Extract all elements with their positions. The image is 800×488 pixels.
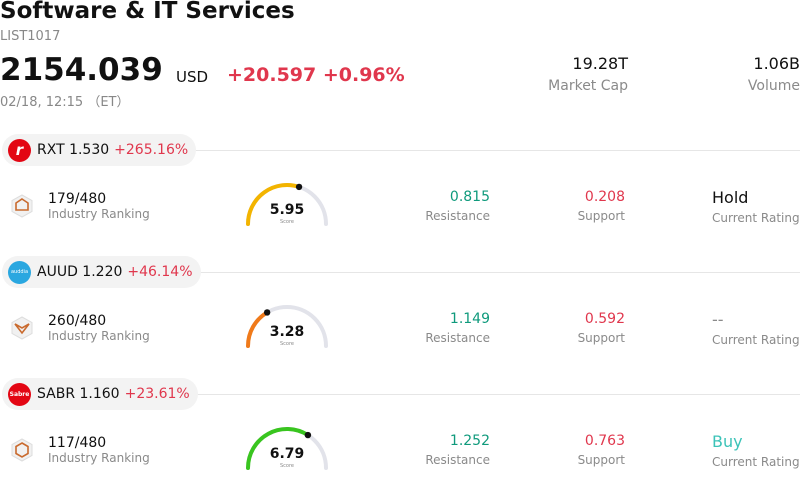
stock-logo-icon: Sabre [8,382,31,406]
market-cap-value: 19.28T [572,54,628,73]
gauge-marker [304,431,312,439]
stock-header-row[interactable]: r RXT 1.530 +265.16% [0,134,800,166]
score-gauge: 5.95 Score [246,183,328,226]
market-cap-label: Market Cap [548,78,628,94]
score-label: Score [280,463,294,469]
resistance-label: Resistance [425,453,490,467]
stock-percent: +46.14% [127,264,193,280]
score-gauge: 3.28 Score [246,305,328,348]
industry-ranking-icon [11,316,33,340]
industry-rank-label: Industry Ranking [48,329,150,343]
gauge-arc [246,427,310,470]
resistance-value: 0.815 [449,189,490,205]
stock-percent: +265.16% [114,142,189,158]
stock-pill[interactable]: Sabre SABR 1.160 +23.61% [2,378,198,410]
current-rating-label: Current Rating [712,211,800,225]
support-label: Support [577,209,625,223]
industry-rank-value: 179/480 [48,191,107,207]
resistance-label: Resistance [425,331,490,345]
support-label: Support [577,331,625,345]
resistance-label: Resistance [425,209,490,223]
gauge-marker [295,183,303,191]
quote-time: 02/18, 12:15 （ET） [0,95,130,110]
gauge-arc [246,183,302,226]
stock-percent: +23.61% [124,386,190,402]
index-price: 2154.039 [0,52,163,88]
price-change: +20.597 +0.96% [227,64,405,86]
current-rating-value: -- [712,310,724,329]
stock-pill[interactable]: r RXT 1.530 +265.16% [2,134,197,166]
score-label: Score [280,219,294,225]
current-rating-value: Buy [712,432,743,451]
divider [190,272,800,273]
current-rating-value: Hold [712,188,749,207]
stock-header-row[interactable]: auddia AUUD 1.220 +46.14% [0,256,800,288]
stock-symbol-price: RXT 1.530 [37,142,110,158]
support-value: 0.763 [584,433,625,449]
stock-symbol-price: AUUD 1.220 [37,264,123,280]
current-rating-label: Current Rating [712,333,800,347]
industry-rank-label: Industry Ranking [48,451,150,465]
resistance-value: 1.252 [449,433,490,449]
stock-pill[interactable]: auddia AUUD 1.220 +46.14% [2,256,201,288]
industry-rank-value: 260/480 [48,313,107,329]
support-value: 0.592 [584,311,625,327]
industry-ranking-icon [11,194,33,218]
stock-logo-icon: auddia [8,260,31,284]
stock-header-row[interactable]: Sabre SABR 1.160 +23.61% [0,378,800,410]
score-value: 3.28 [270,324,305,340]
score-label: Score [280,341,294,347]
currency-label: USD [176,68,209,86]
divider [190,150,800,151]
industry-rank-label: Industry Ranking [48,207,150,221]
volume-label: Volume [747,78,800,94]
volume-value: 1.06B [753,54,800,73]
resistance-value: 1.149 [449,311,490,327]
gauge-arc [246,310,270,348]
support-label: Support [577,453,625,467]
gauge-marker [263,309,271,316]
industry-rank-value: 117/480 [48,435,107,451]
index-code: LIST1017 [0,29,61,44]
current-rating-label: Current Rating [712,455,800,469]
stock-logo-icon: r [8,138,31,162]
stock-symbol-price: SABR 1.160 [37,386,120,402]
divider [190,394,800,395]
score-value: 5.95 [270,202,305,218]
support-value: 0.208 [584,189,625,205]
page-title: Software & IT Services [0,0,295,24]
score-value: 6.79 [270,446,305,462]
score-gauge: 6.79 Score [246,427,328,470]
industry-ranking-icon [11,438,33,462]
